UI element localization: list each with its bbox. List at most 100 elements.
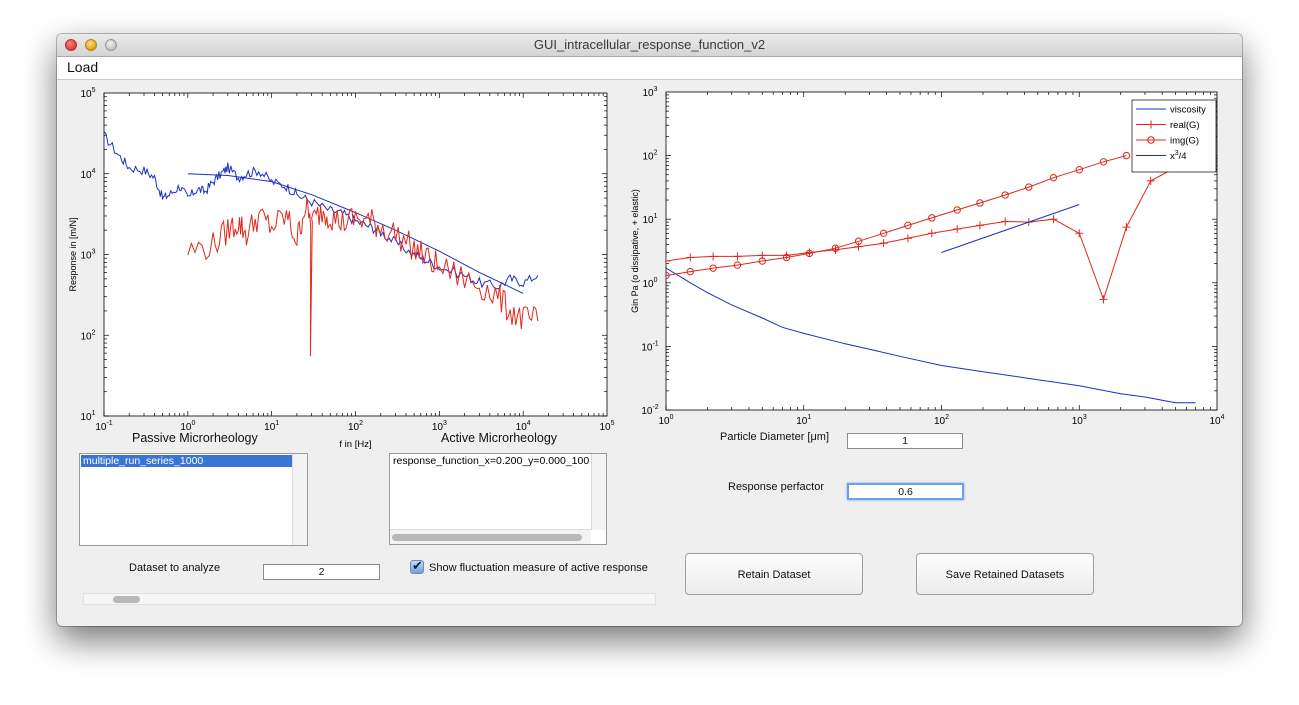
circle-marker	[758, 257, 766, 265]
plus-marker	[1146, 176, 1155, 185]
x-tick-label: 102	[934, 414, 949, 427]
x-tick-label: 103	[1072, 414, 1087, 427]
chart-legend: viscosity real(G) img(G) x3/4	[1131, 99, 1217, 173]
menu-bar: Load	[57, 57, 1242, 80]
legend-label: x3/4	[1170, 150, 1187, 162]
series-group	[104, 131, 539, 357]
legend-label: viscosity	[1170, 105, 1206, 116]
series-line	[666, 155, 1127, 277]
plot-area	[103, 92, 608, 417]
y-axis-label: Gin Pa (o dissipative, + elastic)	[630, 189, 640, 313]
plus-marker	[666, 257, 670, 266]
y-tick-label: 105	[80, 87, 95, 100]
plus-marker	[953, 225, 962, 234]
y-tick-label: 103	[80, 249, 95, 262]
retain-dataset-button[interactable]: Retain Dataset	[685, 553, 863, 595]
plus-marker	[1049, 215, 1058, 224]
series-group	[666, 151, 1196, 404]
title-bar: GUI_intracellular_response_function_v2	[57, 34, 1242, 57]
list-item[interactable]: response_function_x=0.200_y=0.000_100	[393, 455, 590, 467]
circle-marker	[805, 249, 814, 258]
window-title: GUI_intracellular_response_function_v2	[533, 37, 766, 52]
passive-list-scrollbar[interactable]	[292, 454, 307, 545]
active-list-hscrollbar[interactable]	[390, 529, 591, 544]
fluctuation-measure-label: Show fluctuation measure of active respo…	[429, 562, 648, 574]
list-item[interactable]: multiple_run_series_1000	[81, 455, 292, 467]
circle-marker	[1122, 151, 1131, 160]
passive-dataset-list[interactable]: multiple_run_series_1000	[79, 453, 308, 546]
x-tick-label: 10-1	[95, 420, 112, 433]
series-line	[941, 204, 1080, 253]
y-tick-label: 101	[642, 213, 657, 226]
menu-load[interactable]: Load	[67, 59, 99, 75]
minimize-window-button[interactable]	[85, 39, 97, 51]
circle-marker	[666, 271, 670, 280]
plots-canvas: 10-1 100 101 102 103 104 105 101 102 103 104 105 f i…	[68, 86, 1225, 450]
plus-marker	[733, 252, 742, 261]
circle-marker	[1049, 173, 1058, 182]
active-dataset-list[interactable]: response_function_x=0.200_y=0.000_100	[389, 453, 607, 545]
zoom-window-button[interactable]	[105, 39, 117, 51]
circle-marker	[782, 253, 791, 262]
circle-marker	[953, 206, 961, 214]
dataset-slider[interactable]	[83, 593, 656, 605]
plus-marker	[1099, 295, 1108, 304]
dataset-to-analyze-label: Dataset to analyze	[129, 562, 221, 574]
series-line	[666, 267, 1196, 404]
plus-marker	[1147, 120, 1155, 129]
active-list-hscroll-thumb[interactable]	[392, 534, 582, 541]
y-tick-label: 10-1	[641, 340, 658, 353]
plus-marker	[879, 239, 888, 248]
y-tick-label: 10-2	[641, 404, 658, 417]
circle-marker	[709, 264, 717, 272]
fluctuation-measure-checkbox[interactable]: ✔	[410, 558, 424, 574]
active-list-vscrollbar[interactable]	[591, 454, 606, 530]
circle-marker	[686, 267, 694, 276]
y-tick-label: 101	[80, 410, 95, 423]
circle-marker	[831, 244, 840, 252]
x-tick-label: 101	[264, 420, 279, 433]
plot-area	[665, 91, 1218, 411]
legend-box	[1131, 99, 1217, 173]
x-axis-label: f in [Hz]	[339, 439, 371, 450]
x-tick-label: 104	[1209, 414, 1224, 427]
plus-marker	[1122, 223, 1131, 232]
circle-marker	[879, 229, 888, 238]
circle-marker	[1099, 158, 1108, 166]
circle-marker	[928, 214, 936, 222]
plus-marker	[1001, 217, 1010, 226]
plus-marker	[927, 229, 936, 238]
y-tick-label: 100	[642, 277, 657, 290]
y-tick-label: 104	[80, 168, 95, 181]
circle-marker	[976, 199, 984, 207]
plus-marker	[903, 234, 912, 243]
plus-marker	[686, 253, 695, 262]
response-prefactor-label: Response perfactor	[728, 481, 824, 493]
app-window: GUI_intracellular_response_function_v2 L…	[57, 34, 1242, 626]
passive-microrheology-title: Passive Microrheology	[132, 431, 258, 445]
chart-2: 100 101 102 103 104 10-2 10-1 100 101 102 103 Gin P…	[630, 86, 1225, 427]
close-window-button[interactable]	[65, 39, 77, 51]
response-prefactor-input[interactable]	[847, 483, 964, 500]
save-retained-datasets-button[interactable]: Save Retained Datasets	[916, 553, 1094, 595]
x-tick-label: 102	[348, 420, 363, 433]
particle-diameter-input[interactable]	[847, 433, 963, 449]
check-icon: ✔	[412, 558, 423, 573]
y-tick-label: 102	[80, 329, 95, 342]
circle-marker	[854, 237, 863, 245]
plus-marker	[1075, 229, 1084, 238]
plus-marker	[975, 221, 984, 230]
y-tick-label: 102	[642, 150, 657, 163]
circle-marker	[1147, 136, 1155, 144]
circle-marker	[1025, 183, 1033, 191]
slider-thumb[interactable]	[113, 596, 141, 603]
x-tick-label: 101	[796, 414, 811, 427]
circle-marker	[1001, 191, 1009, 199]
active-microrheology-title: Active Microrheology	[441, 431, 558, 445]
series-line	[187, 197, 539, 357]
particle-diameter-label: Particle Diameter [μm]	[720, 431, 830, 443]
dataset-input[interactable]	[263, 564, 380, 580]
legend-label: img(G)	[1170, 136, 1199, 147]
y-axis-label: Response in [m/N]	[68, 217, 78, 291]
